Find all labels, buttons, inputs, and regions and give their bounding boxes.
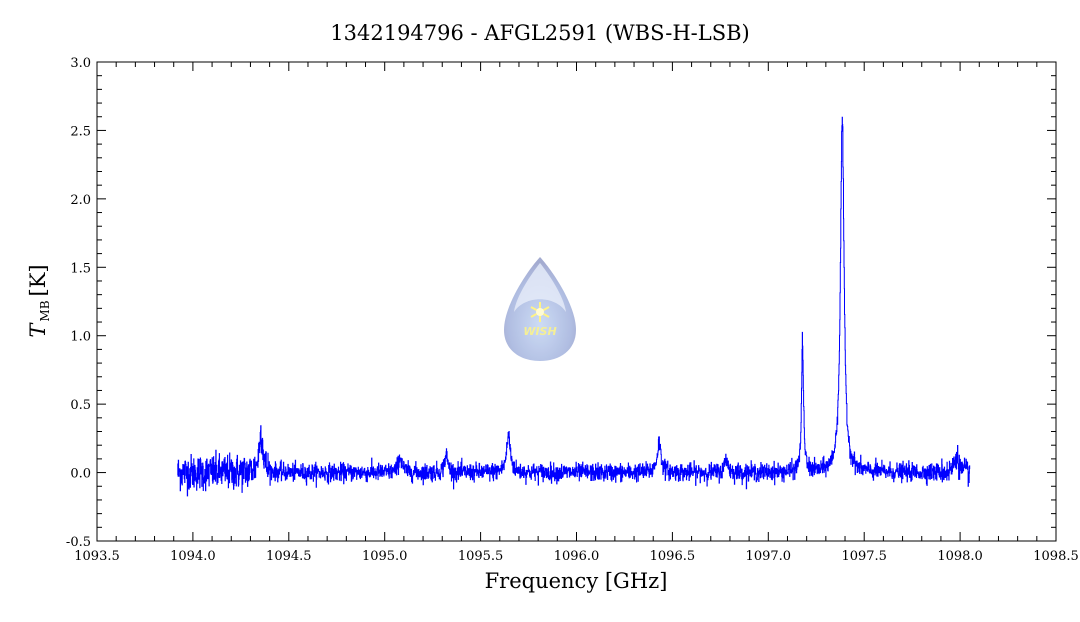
y-tick-label: 2.5 bbox=[70, 124, 91, 139]
y-axis-label-unit: [K] bbox=[26, 264, 50, 296]
x-tick-label: 1094.5 bbox=[266, 549, 312, 564]
chart-title: 1342194796 - AFGL2591 (WBS-H-LSB) bbox=[330, 21, 749, 45]
x-tick-label: 1093.5 bbox=[74, 549, 120, 564]
y-axis-label-sub: MB bbox=[38, 300, 52, 321]
y-tick-label: 0.0 bbox=[70, 467, 91, 482]
y-axis-label: TMB [K] bbox=[26, 264, 52, 337]
y-tick-label: 1.5 bbox=[70, 261, 91, 276]
svg-text:WISH: WISH bbox=[523, 325, 556, 338]
x-tick-label: 1096.5 bbox=[650, 549, 696, 564]
y-tick-label: 2.0 bbox=[70, 193, 91, 208]
y-tick-label: 1.0 bbox=[70, 330, 91, 345]
x-tick-label: 1095.0 bbox=[362, 549, 408, 564]
x-tick-label: 1096.0 bbox=[554, 549, 600, 564]
x-axis-label: Frequency [GHz] bbox=[485, 569, 668, 593]
spectrum-line bbox=[177, 116, 971, 497]
x-tick-label: 1097.5 bbox=[841, 549, 887, 564]
svg-text:TMB[K]: TMB [K] bbox=[26, 264, 52, 337]
x-tick-label: 1098.5 bbox=[1033, 549, 1079, 564]
y-tick-label: 0.5 bbox=[70, 398, 91, 413]
x-tick-label: 1097.0 bbox=[746, 549, 792, 564]
y-axis-label-main: T bbox=[26, 322, 50, 338]
x-tick-label: 1094.0 bbox=[170, 549, 216, 564]
y-tick-label: -0.5 bbox=[66, 535, 91, 550]
y-tick-label: 3.0 bbox=[70, 56, 91, 71]
x-tick-label: 1098.0 bbox=[937, 549, 983, 564]
x-tick-label: 1095.5 bbox=[458, 549, 504, 564]
wish-logo-watermark: WISH bbox=[504, 257, 576, 361]
